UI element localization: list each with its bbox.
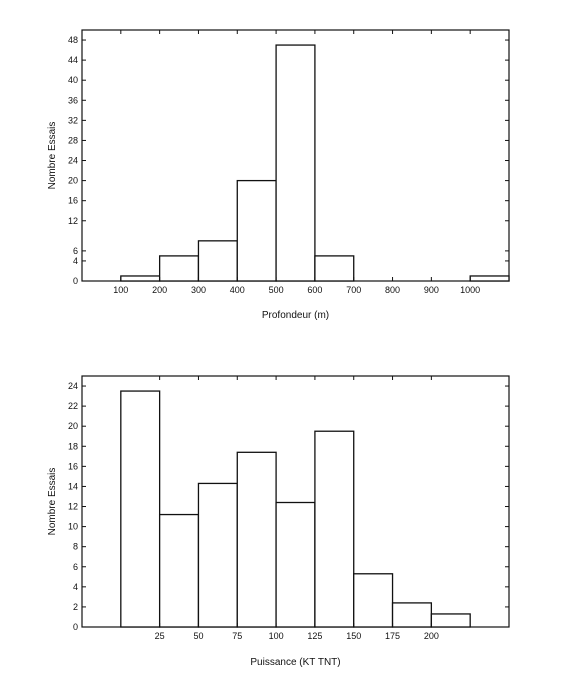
y-tick-label: 16 bbox=[68, 461, 78, 471]
y-tick-label: 28 bbox=[68, 135, 78, 145]
histogram-bar bbox=[158, 513, 200, 628]
x-tick-label: 150 bbox=[346, 631, 361, 641]
y-tick-label: 6 bbox=[73, 562, 78, 572]
x-tick-label: 25 bbox=[155, 631, 165, 641]
y-tick-label: 0 bbox=[73, 622, 78, 632]
y-axis-label: Nombre Essais bbox=[47, 122, 58, 190]
x-tick-label: 100 bbox=[269, 631, 284, 641]
x-tick-label: 175 bbox=[385, 631, 400, 641]
y-tick-label: 14 bbox=[68, 481, 78, 491]
y-tick-label: 40 bbox=[68, 75, 78, 85]
depth-histogram: 0 46 12 16 20 24 28 32 36 40 44 48 100 200 300 400 500 60… bbox=[47, 29, 510, 321]
y-tick-label: 22 bbox=[68, 401, 78, 411]
y-tick-label: 32 bbox=[68, 115, 78, 125]
histogram-bar bbox=[391, 602, 433, 628]
x-tick-label: 125 bbox=[307, 631, 322, 641]
x-tick-label: 900 bbox=[424, 285, 439, 295]
x-tick-label: 800 bbox=[385, 285, 400, 295]
x-tick-label: 1000 bbox=[460, 285, 480, 295]
x-axis-label: Puissance (KT TNT) bbox=[250, 657, 340, 668]
y-tick-label: 20 bbox=[68, 176, 78, 186]
histogram-bar bbox=[120, 390, 161, 628]
histogram-bar bbox=[120, 275, 161, 282]
x-tick-label: 200 bbox=[424, 631, 439, 641]
y-tick-label: 0 bbox=[73, 276, 78, 286]
x-tick-label: 500 bbox=[269, 285, 284, 295]
x-tick-label: 700 bbox=[346, 285, 361, 295]
histogram-bar bbox=[353, 573, 394, 628]
x-tick-label: 200 bbox=[152, 285, 167, 295]
histogram-bar bbox=[158, 255, 200, 282]
y-tick-label: 10 bbox=[68, 522, 78, 532]
y-tick-label: 44 bbox=[68, 55, 78, 65]
histogram-bar bbox=[236, 179, 277, 282]
x-tick-label: 50 bbox=[193, 631, 203, 641]
y-tick-label: 4 bbox=[73, 582, 78, 592]
y-tick-label: 48 bbox=[68, 35, 78, 45]
y-tick-label: 20 bbox=[68, 421, 78, 431]
x-axis-label: Profondeur (m) bbox=[262, 310, 329, 321]
histogram-bar bbox=[275, 501, 316, 628]
histogram-bar bbox=[469, 275, 510, 282]
y-tick-label: 24 bbox=[68, 156, 78, 166]
y-tick-label: 12 bbox=[68, 502, 78, 512]
histogram-bar bbox=[430, 613, 471, 628]
histogram-bar bbox=[275, 44, 316, 282]
y-tick-label: 8 bbox=[73, 542, 78, 552]
y-tick-label: 18 bbox=[68, 441, 78, 451]
y-tick-label: 36 bbox=[68, 95, 78, 105]
x-tick-label: 100 bbox=[113, 285, 128, 295]
y-tick-label: 2 bbox=[73, 602, 78, 612]
histogram-bar bbox=[314, 255, 355, 282]
histogram-bar bbox=[197, 240, 238, 282]
y-tick-label: 24 bbox=[68, 381, 78, 391]
y-tick-label: 16 bbox=[68, 196, 78, 206]
x-tick-label: 300 bbox=[191, 285, 206, 295]
histogram-bar bbox=[314, 430, 355, 628]
y-tick-label: 12 bbox=[68, 216, 78, 226]
y-tick-label: 6 bbox=[73, 246, 78, 256]
x-tick-label: 75 bbox=[232, 631, 242, 641]
x-tick-label: 600 bbox=[307, 285, 322, 295]
y-tick-label: 4 bbox=[73, 256, 78, 266]
histogram-bar bbox=[197, 482, 238, 628]
histogram-bar bbox=[236, 451, 277, 628]
x-tick-label: 400 bbox=[230, 285, 245, 295]
y-axis-label: Nombre Essais bbox=[47, 468, 58, 536]
